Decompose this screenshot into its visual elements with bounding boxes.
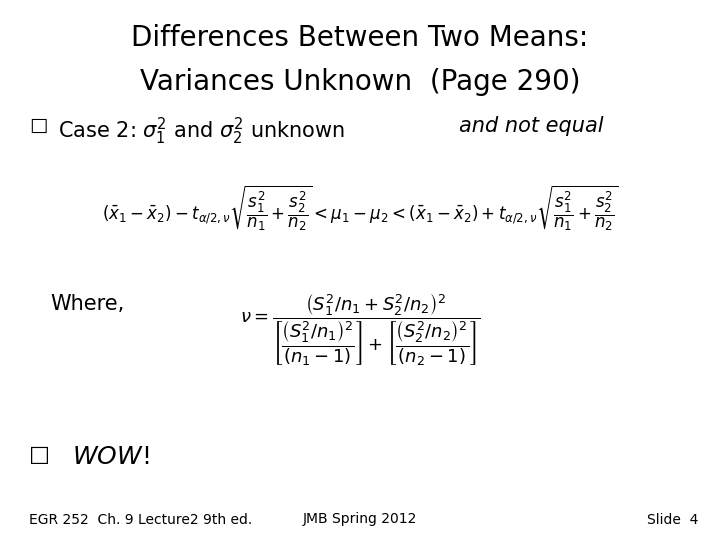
Text: Variances Unknown  (Page 290): Variances Unknown (Page 290) bbox=[140, 68, 580, 96]
Text: Case 2: $\sigma_1^2$ and $\sigma_2^2$ unknown: Case 2: $\sigma_1^2$ and $\sigma_2^2$ un… bbox=[58, 116, 346, 147]
Text: □: □ bbox=[29, 116, 48, 135]
Text: $\left(\bar{x}_1 - \bar{x}_2\right) - t_{\alpha/2,\nu}\sqrt{\dfrac{s_1^2}{n_1} +: $\left(\bar{x}_1 - \bar{x}_2\right) - t_… bbox=[102, 184, 618, 233]
Text: $\nu = \dfrac{\left(S_1^2/n_1 + S_2^2/n_2\right)^2}{\left[\dfrac{\left(S_1^2/n_1: $\nu = \dfrac{\left(S_1^2/n_1 + S_2^2/n_… bbox=[240, 292, 480, 368]
Text: Where,: Where, bbox=[50, 294, 125, 314]
Text: Differences Between Two Means:: Differences Between Two Means: bbox=[131, 24, 589, 52]
Text: Slide  4: Slide 4 bbox=[647, 512, 698, 526]
Text: $\mathit{WOW!}$: $\mathit{WOW!}$ bbox=[72, 446, 149, 469]
Text: EGR 252  Ch. 9 Lecture2 9th ed.: EGR 252 Ch. 9 Lecture2 9th ed. bbox=[29, 512, 252, 526]
Text: and not equal: and not equal bbox=[459, 116, 604, 136]
Text: JMB Spring 2012: JMB Spring 2012 bbox=[303, 512, 417, 526]
Text: □: □ bbox=[29, 446, 50, 465]
